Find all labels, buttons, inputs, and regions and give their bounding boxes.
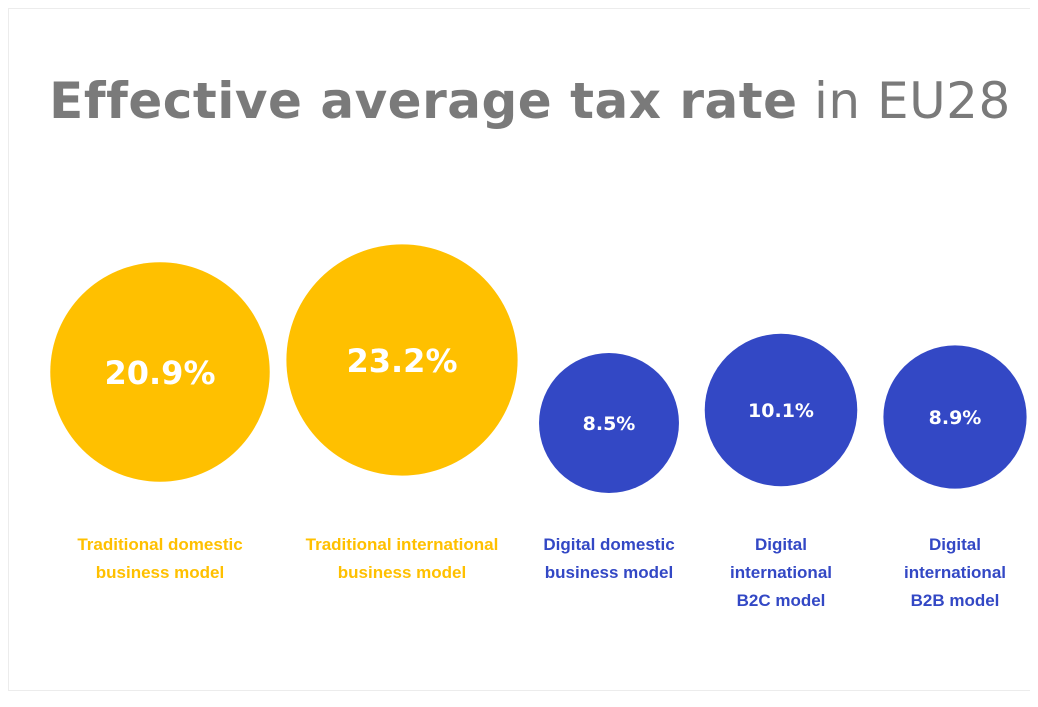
category-label-1-line-1: Traditional domestic [77,535,242,554]
bubble-1 [50,262,270,482]
bubble-value-label-5: 8.9% [929,407,982,429]
category-label-2-line-2: business model [338,563,466,582]
chart-frame [8,8,1030,691]
chart-title-bold: Effective average tax rate [49,72,798,130]
bubble-value-label-3: 8.5% [583,413,636,435]
category-label-3-line-1: Digital domestic [543,535,674,554]
category-label-4-line-3: B2C model [737,591,826,610]
category-label-3-line-2: business model [545,563,673,582]
category-label-2-line-1: Traditional international [306,535,499,554]
bubble-4 [704,333,858,487]
bubble-value-label-1: 20.9% [104,354,215,392]
category-label-5-line-3: B2B model [911,591,1000,610]
chart-title: Effective average tax rate in EU28 [0,72,1038,130]
bubble-3 [539,353,679,493]
category-label-5-line-2: international [904,563,1006,582]
bubble-2 [286,244,518,476]
category-label-1-line-2: business model [96,563,224,582]
bubble-value-label-2: 23.2% [346,342,457,380]
category-label-4-line-1: Digital [755,535,807,554]
bubble-layer: 20.9% Traditional domestic business model 2… [50,244,1027,610]
bubble-5 [883,345,1027,489]
bubble-value-label-4: 10.1% [748,400,814,422]
category-label-5-line-1: Digital [929,535,981,554]
chart-title-light: in EU28 [814,72,1011,130]
category-label-4-line-2: international [730,563,832,582]
